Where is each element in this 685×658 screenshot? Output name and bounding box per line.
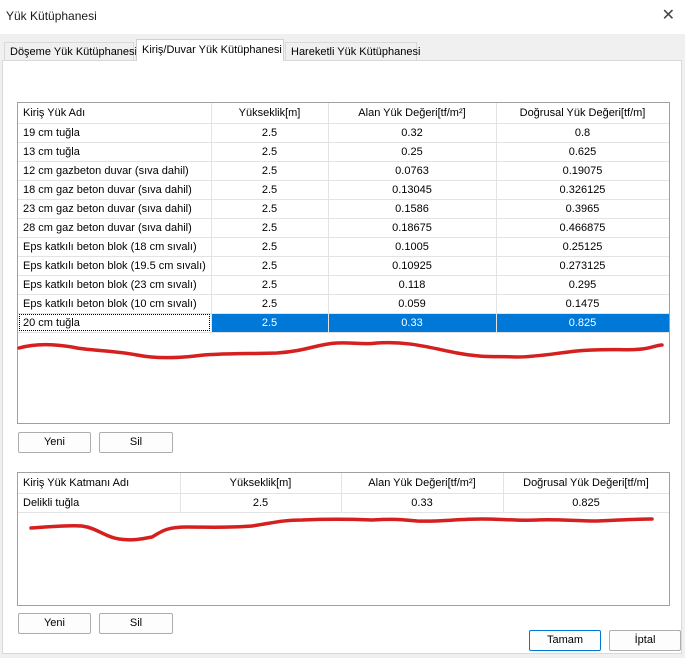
tab-panel: Kiriş Yük Adı Yükseklik[m] Alan Yük Değe…: [2, 60, 682, 654]
library-table-row[interactable]: 13 cm tuğla 2.5 0.25 0.625: [18, 142, 669, 162]
dialog-body: Döşeme Yük Kütüphanesi Kiriş/Duvar Yük K…: [0, 34, 685, 658]
cell-name[interactable]: 13 cm tuğla: [18, 142, 212, 162]
cell-name[interactable]: Delikli tuğla: [18, 493, 181, 513]
cell-area-load[interactable]: 0.1005: [328, 237, 497, 257]
layer-column-header-name[interactable]: Kiriş Yük Katmanı Adı: [18, 473, 181, 494]
library-table-row[interactable]: 28 cm gaz beton duvar (sıva dahil) 2.5 0.1…: [18, 218, 669, 238]
library-table-row[interactable]: Eps katkılı beton blok (19.5 cm sıvalı) 2…: [18, 256, 669, 276]
column-header-name[interactable]: Kiriş Yük Adı: [18, 103, 212, 124]
cell-name[interactable]: 12 cm gazbeton duvar (sıva dahil): [18, 161, 212, 181]
cell-name[interactable]: 18 cm gaz beton duvar (sıva dahil): [18, 180, 212, 200]
library-table-row[interactable]: 19 cm tuğla 2.5 0.32 0.8: [18, 123, 669, 143]
cell-linear-load[interactable]: 0.8: [496, 123, 669, 143]
cell-area-load[interactable]: 0.118: [328, 275, 497, 295]
library-new-button[interactable]: Yeni: [18, 432, 91, 453]
library-table-row[interactable]: 12 cm gazbeton duvar (sıva dahil) 2.5 0.07…: [18, 161, 669, 181]
layer-header-row: Kiriş Yük Katmanı Adı Yükseklik[m] Alan …: [18, 473, 669, 494]
cell-linear-load[interactable]: 0.825: [503, 493, 669, 513]
column-header-linear-load[interactable]: Doğrusal Yük Değeri[tf/m]: [496, 103, 669, 124]
library-delete-button[interactable]: Sil: [99, 432, 173, 453]
cell-area-load[interactable]: 0.25: [328, 142, 497, 162]
cell-name[interactable]: 28 cm gaz beton duvar (sıva dahil): [18, 218, 212, 238]
layer-column-header-linear-load[interactable]: Doğrusal Yük Değeri[tf/m]: [503, 473, 669, 494]
cell-name[interactable]: Eps katkılı beton blok (23 cm sıvalı): [18, 275, 212, 295]
cell-height[interactable]: 2.5: [211, 123, 329, 143]
cell-height[interactable]: 2.5: [211, 237, 329, 257]
library-table-row[interactable]: Eps katkılı beton blok (23 cm sıvalı) 2.5…: [18, 275, 669, 295]
close-icon[interactable]: ✕: [661, 7, 675, 24]
tab-kiris-duvar[interactable]: Kiriş/Duvar Yük Kütüphanesi: [136, 39, 284, 61]
cell-area-load[interactable]: 0.33: [341, 493, 504, 513]
layer-table-row[interactable]: Delikli tuğla 2.5 0.33 0.825: [18, 493, 669, 513]
library-table-row[interactable]: Eps katkılı beton blok (18 cm sıvalı) 2.5…: [18, 237, 669, 257]
library-header-row: Kiriş Yük Adı Yükseklik[m] Alan Yük Değe…: [18, 103, 669, 124]
cell-height[interactable]: 2.5: [211, 218, 329, 238]
cell-height[interactable]: 2.5: [211, 294, 329, 314]
load-library-grid[interactable]: Kiriş Yük Adı Yükseklik[m] Alan Yük Değe…: [17, 102, 670, 424]
layer-column-header-height[interactable]: Yükseklik[m]: [180, 473, 342, 494]
cell-name[interactable]: 20 cm tuğla: [18, 313, 212, 333]
cell-name[interactable]: Eps katkılı beton blok (10 cm sıvalı): [18, 294, 212, 314]
cell-height[interactable]: 2.5: [211, 142, 329, 162]
cell-height[interactable]: 2.5: [180, 493, 342, 513]
cell-height[interactable]: 2.5: [211, 199, 329, 219]
cell-linear-load[interactable]: 0.25125: [496, 237, 669, 257]
layer-delete-button[interactable]: Sil: [99, 613, 173, 634]
tab-doseme[interactable]: Döşeme Yük Kütüphanesi: [4, 42, 137, 60]
cell-height[interactable]: 2.5: [211, 313, 329, 333]
column-header-height[interactable]: Yükseklik[m]: [211, 103, 329, 124]
cell-height[interactable]: 2.5: [211, 256, 329, 276]
cell-area-load[interactable]: 0.1586: [328, 199, 497, 219]
window-title: Yük Kütüphanesi: [6, 9, 97, 23]
ok-button[interactable]: Tamam: [529, 630, 601, 651]
tab-hareketli[interactable]: Hareketli Yük Kütüphanesi: [285, 42, 420, 60]
cell-linear-load[interactable]: 0.625: [496, 142, 669, 162]
cell-height[interactable]: 2.5: [211, 275, 329, 295]
cell-area-load[interactable]: 0.10925: [328, 256, 497, 276]
column-header-area-load[interactable]: Alan Yük Değeri[tf/m²]: [328, 103, 497, 124]
cell-linear-load[interactable]: 0.825: [496, 313, 669, 333]
library-table-row[interactable]: 18 cm gaz beton duvar (sıva dahil) 2.5 0.1…: [18, 180, 669, 200]
cell-height[interactable]: 2.5: [211, 180, 329, 200]
cell-linear-load[interactable]: 0.19075: [496, 161, 669, 181]
cell-area-load[interactable]: 0.33: [328, 313, 497, 333]
cell-area-load[interactable]: 0.059: [328, 294, 497, 314]
load-layer-grid[interactable]: Kiriş Yük Katmanı Adı Yükseklik[m] Alan …: [17, 472, 670, 606]
cell-area-load[interactable]: 0.0763: [328, 161, 497, 181]
cell-linear-load[interactable]: 0.1475: [496, 294, 669, 314]
cell-linear-load[interactable]: 0.273125: [496, 256, 669, 276]
cell-area-load[interactable]: 0.13045: [328, 180, 497, 200]
title-bar: Yük Kütüphanesi ✕: [0, 0, 685, 34]
cancel-button[interactable]: İptal: [609, 630, 681, 651]
cell-area-load[interactable]: 0.18675: [328, 218, 497, 238]
cell-name[interactable]: 23 cm gaz beton duvar (sıva dahil): [18, 199, 212, 219]
cell-linear-load[interactable]: 0.326125: [496, 180, 669, 200]
cell-name[interactable]: Eps katkılı beton blok (18 cm sıvalı): [18, 237, 212, 257]
cell-linear-load[interactable]: 0.3965: [496, 199, 669, 219]
cell-linear-load[interactable]: 0.466875: [496, 218, 669, 238]
layer-column-header-area-load[interactable]: Alan Yük Değeri[tf/m²]: [341, 473, 504, 494]
cell-area-load[interactable]: 0.32: [328, 123, 497, 143]
cell-height[interactable]: 2.5: [211, 161, 329, 181]
library-table-row[interactable]: 20 cm tuğla 2.5 0.33 0.825: [18, 313, 669, 333]
cell-linear-load[interactable]: 0.295: [496, 275, 669, 295]
layer-new-button[interactable]: Yeni: [18, 613, 91, 634]
library-table-row[interactable]: 23 cm gaz beton duvar (sıva dahil) 2.5 0.1…: [18, 199, 669, 219]
cell-name[interactable]: Eps katkılı beton blok (19.5 cm sıvalı): [18, 256, 212, 276]
library-table-row[interactable]: Eps katkılı beton blok (10 cm sıvalı) 2.5…: [18, 294, 669, 314]
cell-name[interactable]: 19 cm tuğla: [18, 123, 212, 143]
